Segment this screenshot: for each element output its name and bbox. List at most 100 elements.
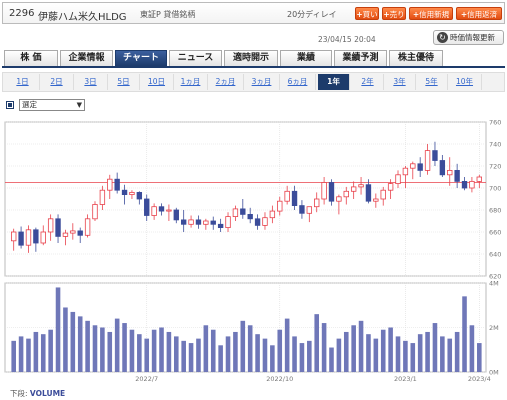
volume-bar xyxy=(240,320,246,372)
volume-bar xyxy=(188,343,194,372)
tab-chart[interactable]: チャート xyxy=(115,50,167,66)
delay-info: 20分ディレイ xyxy=(287,10,337,19)
candle-up xyxy=(321,182,327,200)
margin-repay-button[interactable]: +信用返済 xyxy=(456,7,502,20)
volume-bar xyxy=(151,329,157,372)
indicator-icon xyxy=(6,101,14,109)
candle-up xyxy=(262,217,268,226)
volume-bar xyxy=(181,340,186,372)
candle-up xyxy=(47,218,54,233)
period-3y[interactable]: 3年 xyxy=(384,74,416,90)
volume-bar xyxy=(410,343,416,372)
candle-up xyxy=(476,176,482,182)
volume-bar xyxy=(277,329,283,372)
volume-tick-label: 2M xyxy=(489,324,499,332)
price-tick-label: 620 xyxy=(489,273,501,281)
tab-disclosure[interactable]: 適時開示 xyxy=(224,50,278,66)
margin-new-button[interactable]: +信用新規 xyxy=(409,7,453,20)
period-1y[interactable]: 1年 xyxy=(318,74,350,90)
volume-bar xyxy=(107,331,113,372)
candle-up xyxy=(11,231,17,242)
tab-benefits[interactable]: 株主優待 xyxy=(389,50,443,66)
sell-button[interactable]: +売り xyxy=(382,7,406,20)
tab-news[interactable]: ニュース xyxy=(169,50,222,66)
tab-price[interactable]: 株 価 xyxy=(4,50,58,66)
period-10d[interactable]: 10日 xyxy=(140,74,174,90)
period-6m[interactable]: 6ヵ月 xyxy=(280,74,316,90)
candle-up xyxy=(343,190,349,198)
volume-bar xyxy=(292,336,297,372)
market-info: 東証P 貸借銘柄 xyxy=(140,10,196,19)
volume-bar xyxy=(270,345,275,372)
candle-up xyxy=(70,230,76,234)
volume-bar xyxy=(166,331,172,372)
candle-down xyxy=(158,206,165,212)
candle-up xyxy=(358,184,364,188)
candle-up xyxy=(284,190,290,202)
candle-down xyxy=(195,219,202,225)
volume-bar xyxy=(122,323,127,372)
volume-bar xyxy=(203,325,209,372)
x-tick-label: 2022/10 xyxy=(266,375,293,383)
price-tick-label: 740 xyxy=(489,141,501,149)
volume-bar xyxy=(247,325,253,372)
tab-results[interactable]: 業績 xyxy=(280,50,332,66)
volume-bar xyxy=(137,334,142,372)
indicator-select[interactable]: 選定 ▼ xyxy=(19,99,85,111)
tab-company[interactable]: 企業情報 xyxy=(60,50,113,66)
candle-up xyxy=(188,219,194,225)
candle-up xyxy=(387,183,394,191)
price-tick-label: 720 xyxy=(489,163,501,171)
candle-up xyxy=(166,209,172,212)
period-5d[interactable]: 5日 xyxy=(108,74,140,90)
volume-bar xyxy=(26,338,31,372)
candle-down xyxy=(144,198,150,216)
volume-bar xyxy=(366,334,371,372)
candle-down xyxy=(439,160,446,176)
indicator-select-value: 選定 xyxy=(22,100,37,109)
volume-bar xyxy=(255,334,260,372)
candle-up xyxy=(424,150,431,171)
price-tick-label: 680 xyxy=(489,207,501,215)
volume-bar xyxy=(40,334,46,372)
volume-bar xyxy=(114,318,120,372)
candle-down xyxy=(461,180,468,189)
period-2d[interactable]: 2日 xyxy=(40,74,74,90)
candle-up xyxy=(40,231,46,244)
volume-bar xyxy=(477,343,482,372)
volume-bar xyxy=(358,320,364,372)
candle-up xyxy=(395,174,401,185)
candle-up xyxy=(99,189,106,205)
volume-bar xyxy=(425,331,430,372)
price-tick-label: 660 xyxy=(489,229,501,237)
period-10y[interactable]: 10年 xyxy=(448,74,482,90)
refresh-button[interactable]: ↻ 時価情報更新 xyxy=(433,30,504,45)
period-selector: 1日 2日 3日 5日 10日 1ヵ月 2ヵ月 3ヵ月 6ヵ月 1年 2年 3年… xyxy=(2,72,505,92)
volume-bar xyxy=(100,327,105,372)
tab-forecast[interactable]: 業績予測 xyxy=(334,50,387,66)
buy-button[interactable]: +買い xyxy=(355,7,379,20)
candle-down xyxy=(365,184,372,202)
volume-bar xyxy=(403,340,408,372)
period-2m[interactable]: 2ヵ月 xyxy=(208,74,244,90)
candle-up xyxy=(306,206,313,214)
volume-bar xyxy=(329,347,334,372)
period-5y[interactable]: 5年 xyxy=(416,74,448,90)
x-tick-label: 2022/7 xyxy=(135,375,158,383)
period-3m[interactable]: 3ヵ月 xyxy=(244,74,280,90)
period-1m[interactable]: 1ヵ月 xyxy=(174,74,208,90)
candle-down xyxy=(432,150,438,161)
candle-down xyxy=(299,205,305,214)
volume-bar xyxy=(336,338,342,372)
period-3d[interactable]: 3日 xyxy=(74,74,108,90)
candle-down xyxy=(180,219,187,225)
candle-down xyxy=(454,169,460,182)
candle-up xyxy=(402,167,409,176)
period-1d[interactable]: 1日 xyxy=(6,74,40,90)
volume-bar xyxy=(417,334,423,372)
volume-bar xyxy=(77,316,83,372)
volume-bar xyxy=(447,338,453,372)
volume-bar xyxy=(159,327,164,372)
period-2y[interactable]: 2年 xyxy=(352,74,384,90)
